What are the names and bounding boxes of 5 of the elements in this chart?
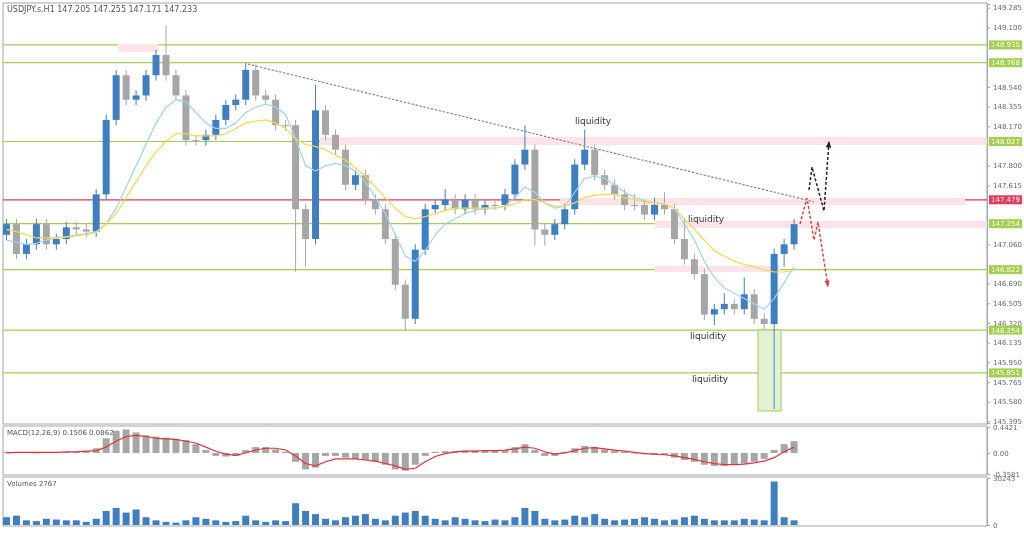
annotation: liquidity xyxy=(575,116,612,126)
annotation: liquidity xyxy=(690,331,727,341)
annotation: liquidity xyxy=(692,374,729,384)
chart-title: USDJPY.s.H1 147.205 147.255 147.171 147.233 xyxy=(7,5,198,14)
annotation: liquidity xyxy=(688,214,725,224)
